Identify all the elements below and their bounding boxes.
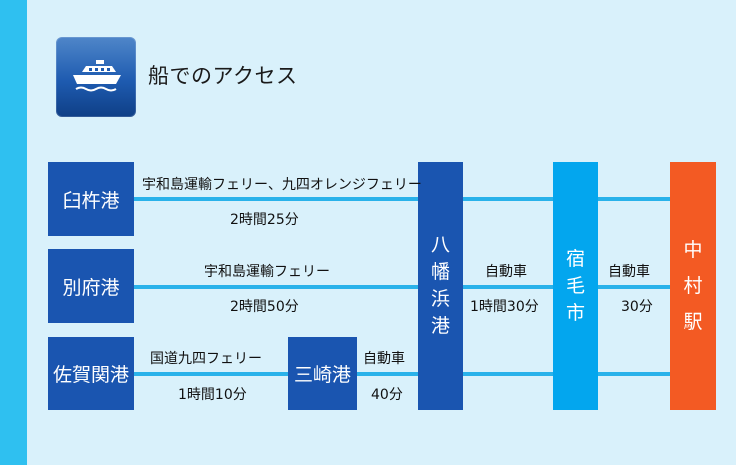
station-yawatahama-char: 幡 [430, 261, 450, 283]
station-yawatahama-char: 浜 [430, 288, 450, 310]
station-yawatahama-char: 港 [430, 315, 450, 337]
port-misaki: 三崎港 [288, 337, 357, 410]
station-nakamura-char: 駅 [683, 311, 703, 333]
station-sukumo-char: 宿 [565, 247, 585, 270]
route-usuki-ferry: 宇和島運輸フェリー、九四オレンジフェリー [142, 177, 422, 193]
station-nakamura-char: 中 [683, 239, 703, 261]
station-yawatahama-char: 八 [430, 234, 450, 256]
route-line-saganoseki [48, 372, 688, 376]
port-usuki-label: 臼杵港 [62, 189, 120, 212]
station-yawatahama: 八 幡 浜 港 [418, 162, 463, 410]
port-beppu-label: 別府港 [62, 276, 120, 299]
port-saganoseki-label: 佐賀関港 [52, 364, 129, 386]
route-beppu-ferry: 宇和島運輸フェリー [204, 264, 330, 280]
station-nakamura: 中 村 駅 [670, 162, 716, 410]
route-misaki-mode: 自動車 [363, 351, 405, 367]
route-saganoseki-ferry: 国道九四フェリー [150, 351, 262, 367]
port-usuki: 臼杵港 [48, 162, 134, 236]
station-sukumo-char: 市 [565, 301, 585, 324]
ship-icon [56, 37, 136, 117]
route-saganoseki-time: 1時間10分 [178, 387, 247, 403]
page-title: 船でのアクセス [148, 64, 298, 88]
route-misaki-time: 40分 [371, 387, 403, 403]
station-sukumo-char: 毛 [565, 274, 585, 297]
route-yawatahama-time: 1時間30分 [470, 299, 539, 315]
route-yawatahama-mode: 自動車 [485, 264, 527, 280]
station-sukumo: 宿 毛 市 [553, 162, 598, 410]
route-usuki-time: 2時間25分 [230, 212, 299, 228]
route-beppu-time: 2時間50分 [230, 299, 299, 315]
route-sukumo-mode: 自動車 [608, 264, 650, 280]
station-nakamura-char: 村 [683, 275, 703, 297]
route-sukumo-time: 30分 [621, 299, 653, 315]
left-accent-bar [0, 0, 27, 465]
route-line-beppu [48, 285, 688, 289]
port-saganoseki: 佐賀関港 [48, 337, 134, 410]
port-misaki-label: 三崎港 [293, 364, 351, 386]
route-line-usuki [48, 197, 688, 201]
port-beppu: 別府港 [48, 249, 134, 323]
